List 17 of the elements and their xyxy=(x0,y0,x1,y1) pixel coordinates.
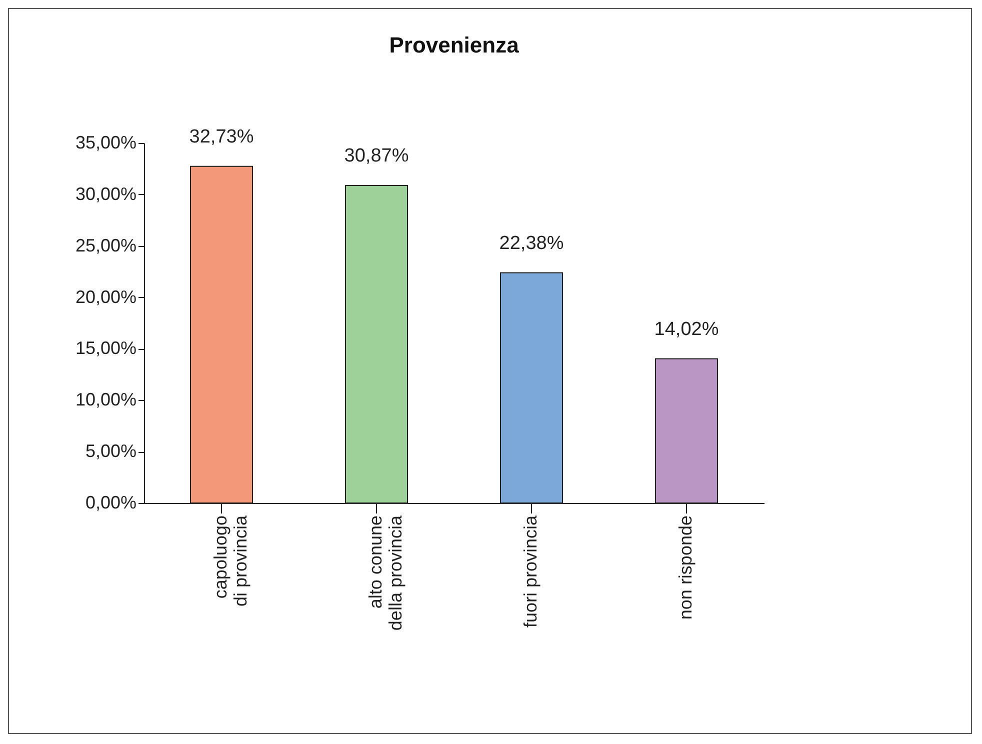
data-label: 22,38% xyxy=(499,232,564,254)
y-tick-label: 25,00% xyxy=(75,235,136,256)
y-tick-label: 20,00% xyxy=(75,286,136,307)
chart-title: Provenienza xyxy=(389,32,520,58)
y-tick-label: 35,00% xyxy=(75,132,136,152)
data-label: 32,73% xyxy=(189,126,254,148)
y-tick-label: 15,00% xyxy=(75,338,136,358)
x-tick-label: non risponde xyxy=(676,516,696,620)
x-tick-label: alto conune della provincia xyxy=(366,514,406,631)
x-tick-label: fuori provincia xyxy=(520,514,540,628)
y-tick-label: 10,00% xyxy=(75,390,136,410)
y-tick-label: 0,00% xyxy=(85,492,136,512)
y-tick-label: 30,00% xyxy=(75,184,136,204)
y-tick-label: 5,00% xyxy=(85,441,136,462)
data-label: 14,02% xyxy=(654,318,719,340)
data-label: 30,87% xyxy=(344,145,409,166)
x-tick-label: capoluogo di provincia xyxy=(210,514,250,607)
